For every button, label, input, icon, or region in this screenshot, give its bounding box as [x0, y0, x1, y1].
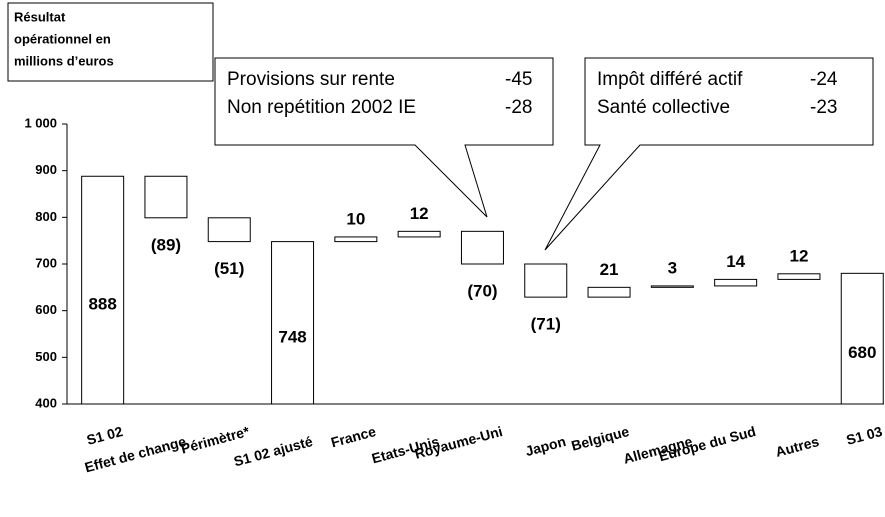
y-tick-label: 700: [35, 255, 57, 270]
bar: [207, 217, 251, 243]
bar: [271, 241, 315, 405]
value-label: 12: [789, 246, 808, 265]
bar: [650, 285, 694, 288]
value-label: 14: [726, 252, 745, 271]
value-label: 12: [410, 204, 429, 223]
callout-value: -28: [505, 97, 532, 118]
bar: [460, 230, 504, 265]
bar: [777, 273, 821, 280]
value-label: (51): [214, 259, 244, 278]
x-tick-label: Autres: [774, 433, 821, 460]
value-label: (89): [151, 235, 181, 254]
callout-box: [544, 57, 874, 251]
bar: [840, 272, 884, 405]
bar: [524, 263, 568, 298]
value-label: (71): [531, 315, 561, 334]
callout-text: Non repétition 2002 IE: [227, 97, 416, 118]
callout-value: -45: [505, 69, 532, 90]
value-label: 21: [600, 260, 619, 279]
callout-value: -24: [810, 69, 838, 90]
callout-text: Impôt différé actif: [597, 69, 743, 90]
y-axis-label: opérationnel en: [14, 31, 111, 46]
value-label: 3: [668, 258, 677, 277]
bar: [334, 236, 378, 243]
x-tick-label: Japon: [524, 433, 568, 459]
callout-value: -23: [810, 97, 837, 118]
value-label: 748: [278, 327, 306, 346]
ylabel-box: [7, 2, 214, 82]
callout-text: Provisions sur rente: [227, 69, 395, 90]
bar: [81, 175, 125, 405]
y-axis-label: Résultat: [14, 9, 66, 24]
y-tick-label: 500: [35, 349, 57, 364]
bar: [714, 278, 758, 287]
y-tick-label: 900: [35, 162, 57, 177]
y-tick-label: 400: [35, 395, 57, 410]
y-tick-label: 600: [35, 302, 57, 317]
x-tick-label: S1 02: [85, 423, 125, 448]
x-tick-label: S1 03: [844, 423, 884, 448]
x-tick-label: France: [329, 423, 378, 450]
value-label: (70): [467, 281, 497, 300]
callout-box: [214, 57, 554, 218]
y-tick-label: 1 000: [24, 115, 57, 130]
callout-text: Santé collective: [597, 97, 730, 118]
y-tick-label: 800: [35, 209, 57, 224]
value-label: 680: [848, 343, 876, 362]
value-label: 10: [346, 209, 365, 228]
bar: [587, 286, 631, 298]
value-label: 888: [88, 295, 116, 314]
x-tick-label: Belgique: [570, 423, 631, 454]
x-tick-label: Royaume-Uni: [413, 423, 504, 462]
bar: [397, 230, 441, 238]
bar: [144, 175, 188, 219]
y-axis-label: millions d’euros: [14, 53, 114, 68]
